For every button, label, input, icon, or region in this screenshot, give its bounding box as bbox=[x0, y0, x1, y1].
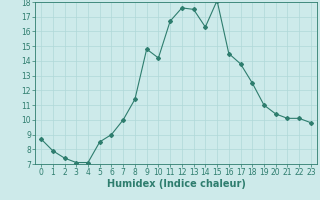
X-axis label: Humidex (Indice chaleur): Humidex (Indice chaleur) bbox=[107, 179, 245, 189]
